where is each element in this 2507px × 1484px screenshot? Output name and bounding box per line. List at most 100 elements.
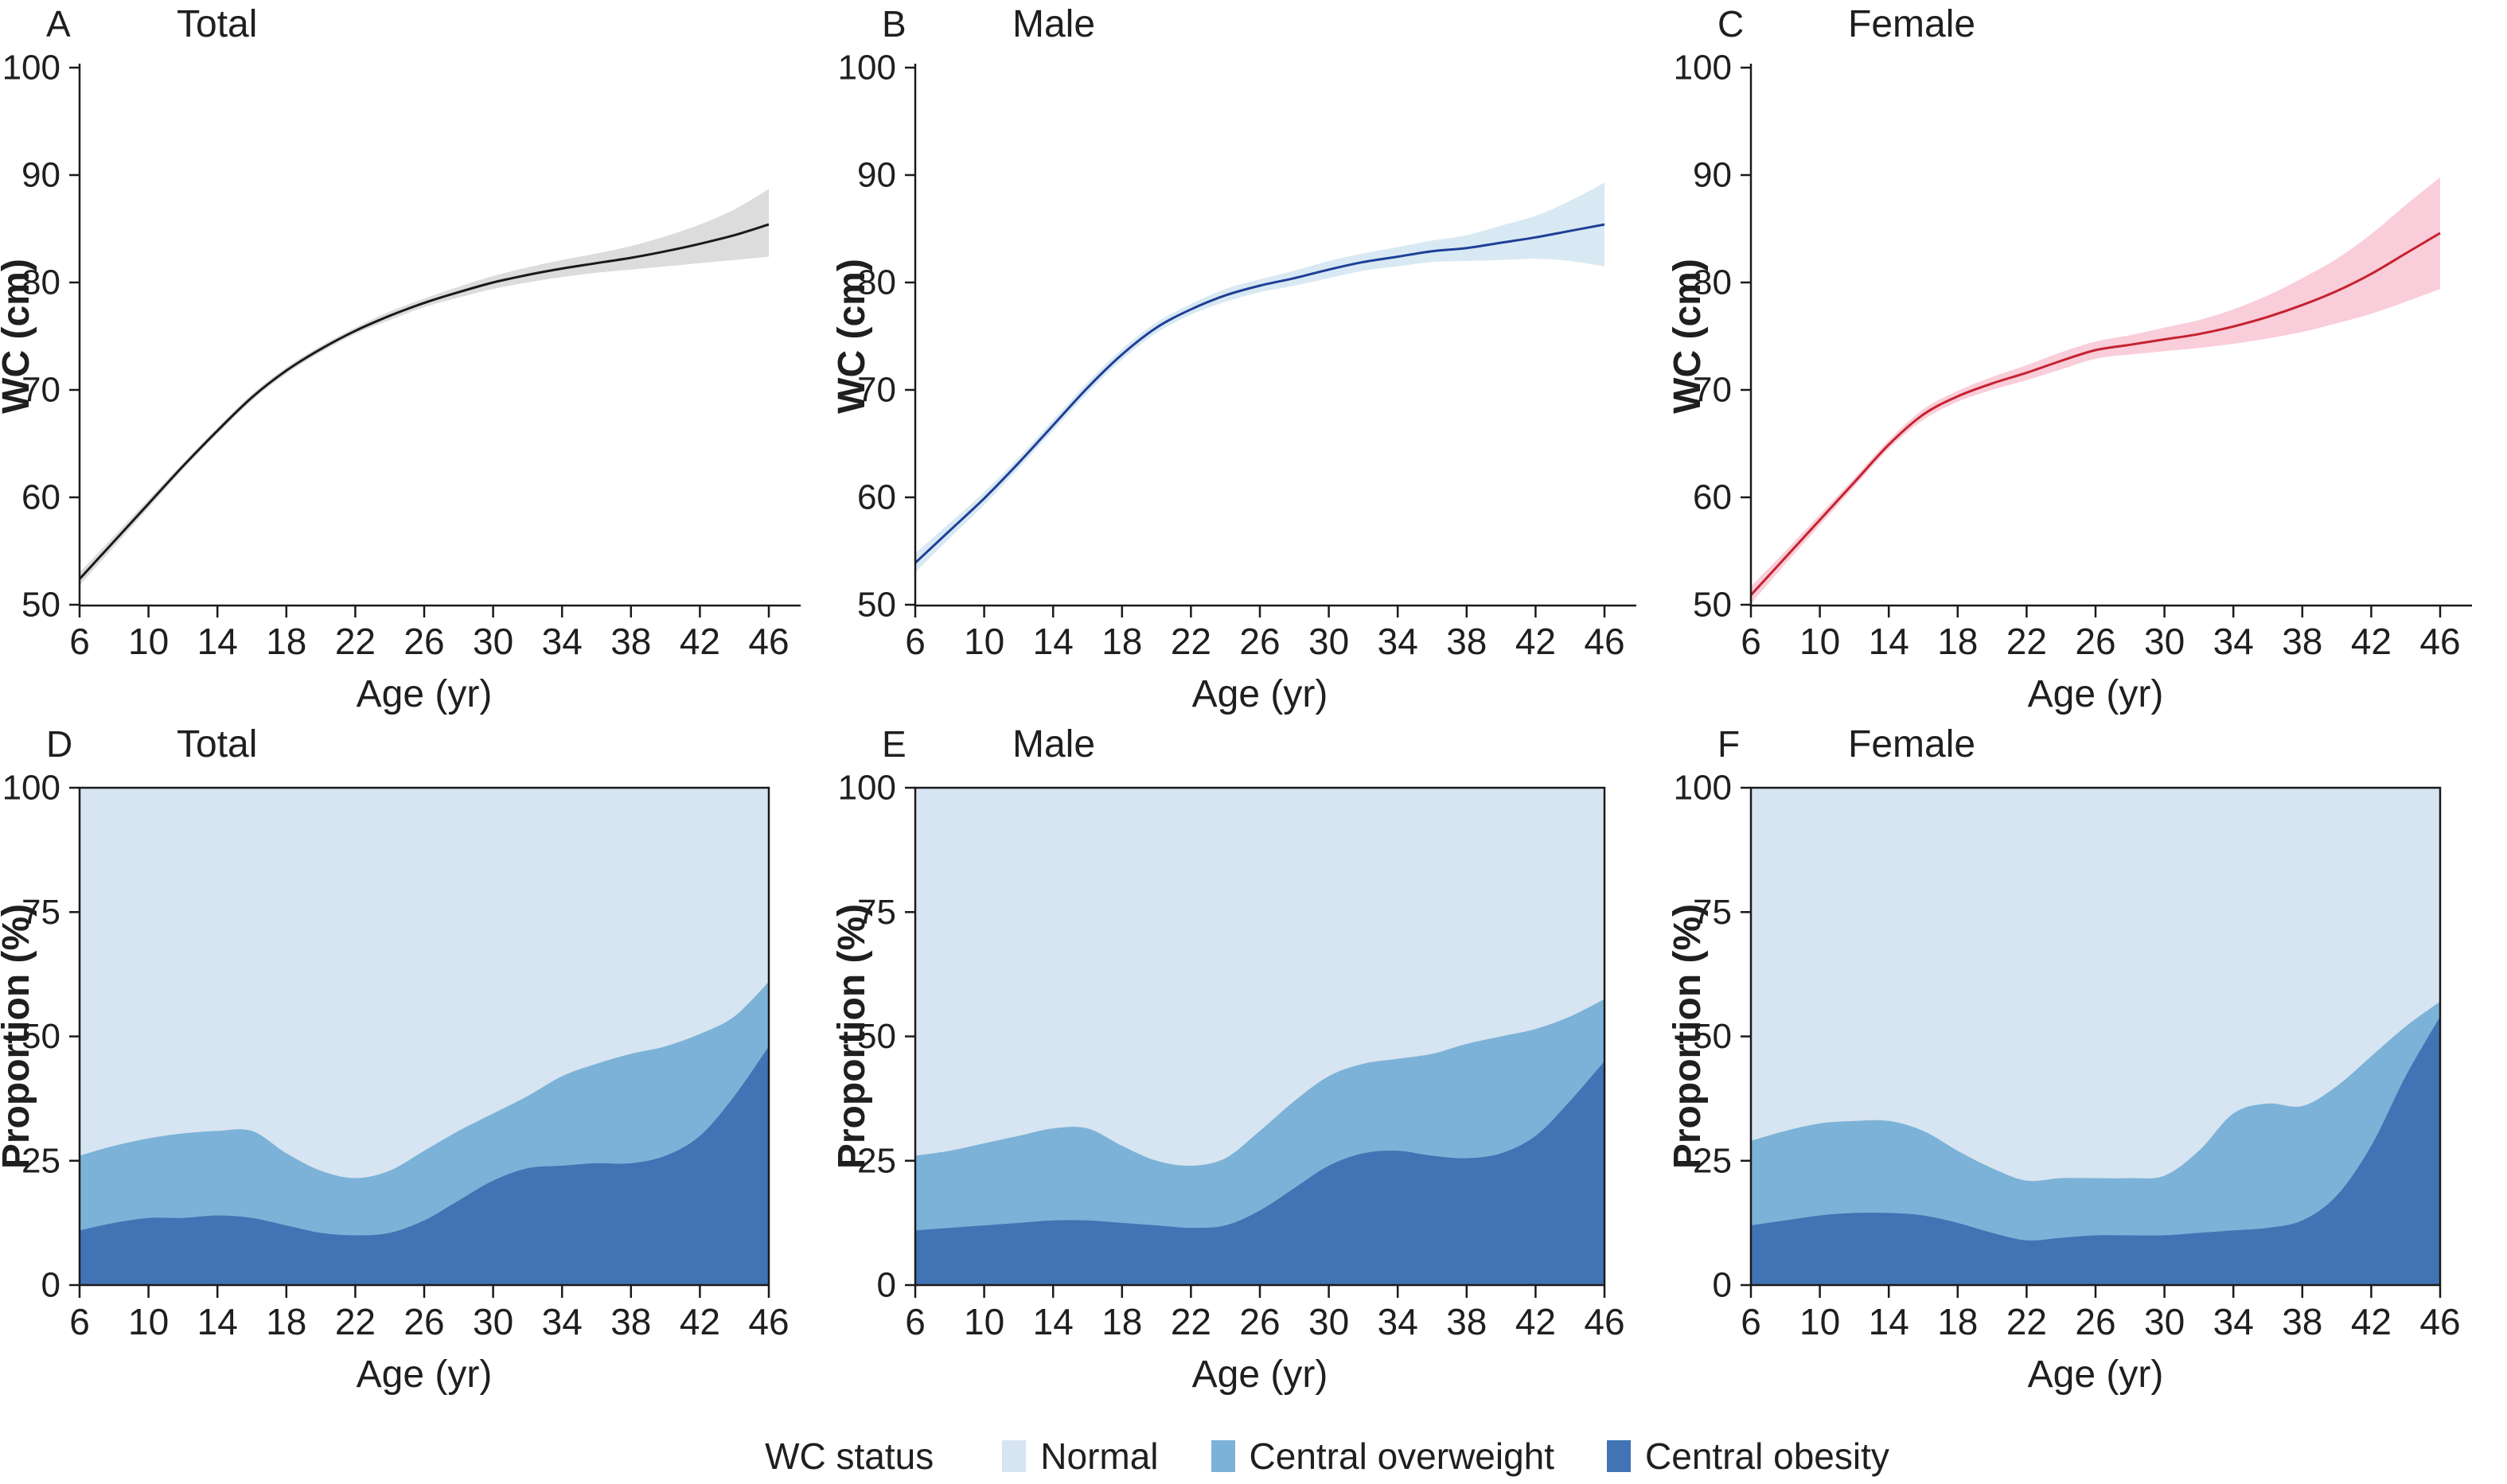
- area-central-obesity: [80, 1046, 769, 1285]
- x-axis-label: Age (yr): [1192, 1354, 1328, 1396]
- y-tick-label: 80: [1693, 263, 1732, 302]
- y-tick-label: 80: [857, 263, 896, 302]
- y-tick-label: 25: [857, 1141, 896, 1180]
- panel-title: Total: [177, 2, 258, 45]
- y-tick-label: 75: [857, 893, 896, 932]
- x-tick-label: 30: [2144, 1301, 2185, 1342]
- panel-title: Male: [1012, 2, 1096, 45]
- x-tick-label: 26: [404, 621, 444, 662]
- x-tick-label: 6: [69, 1301, 90, 1342]
- x-tick-label: 6: [905, 621, 926, 662]
- y-tick-label: 100: [838, 49, 896, 88]
- bottom-row: D Total 0 25 50 75 100 6 10 14 18 22 26 30 34 38 42 46 P…: [0, 720, 2507, 1428]
- y-tick-label: 80: [21, 263, 60, 302]
- x-tick-label: 34: [542, 1301, 583, 1342]
- mean-curve: [1749, 232, 2441, 596]
- y-axis-label: WC (cm): [836, 259, 873, 414]
- y-tick-label: 100: [838, 769, 896, 808]
- x-tick-label: 42: [1515, 621, 1556, 662]
- x-axis-label: Age (yr): [357, 673, 493, 715]
- x-tick-label: 30: [473, 1301, 513, 1342]
- x-tick-label: 22: [1171, 1301, 1211, 1342]
- x-axis-label: Age (yr): [1192, 673, 1328, 715]
- x-tick-label: 34: [1378, 1301, 1418, 1342]
- y-tick-label: 60: [21, 478, 60, 517]
- y-tick-label: 25: [21, 1141, 60, 1180]
- legend-label: Normal: [1040, 1435, 1159, 1477]
- x-tick-label: 10: [128, 1301, 169, 1342]
- wc-status-legend: WC status Normal Central overweight Cent…: [0, 1428, 2507, 1484]
- x-tick-label: 26: [1239, 621, 1280, 662]
- x-tick-label: 22: [335, 621, 376, 662]
- wc-line-chart-female: 50 60 70 80 90 100 6 10 14 18 22 26 30 34 38 42 46 WC (cm…: [1671, 49, 2472, 715]
- y-tick-label: 25: [1693, 1141, 1732, 1180]
- x-tick-label: 18: [266, 621, 306, 662]
- x-tick-label: 18: [1937, 621, 1978, 662]
- panel-letter: E: [882, 723, 906, 765]
- x-tick-label: 14: [1033, 1301, 1074, 1342]
- normal-swatch-icon: [1002, 1440, 1027, 1472]
- mean-curve: [914, 223, 1605, 564]
- x-tick-label: 38: [610, 621, 651, 662]
- x-tick-label: 34: [2213, 621, 2254, 662]
- x-tick-label: 46: [2419, 621, 2460, 662]
- x-tick-label: 46: [2419, 1301, 2460, 1342]
- central-overweight-swatch-icon: [1211, 1440, 1235, 1472]
- wc-line-chart-total: 50 60 70 80 90 100 6 10 14 18 22 26 30 34 38 42 46 WC (cm…: [0, 49, 801, 715]
- y-tick-label: 90: [21, 156, 60, 195]
- x-tick-label: 10: [964, 1301, 1004, 1342]
- proportion-stacked-chart-total: 0 25 50 75 100 6 10 14 18 22 26 30 34 38 42 46 Proportio…: [0, 769, 790, 1396]
- y-tick-label: 100: [2, 49, 60, 88]
- x-tick-label: 46: [748, 1301, 789, 1342]
- y-tick-label: 0: [1713, 1266, 1732, 1305]
- x-tick-label: 14: [1033, 621, 1074, 662]
- x-tick-label: 18: [1101, 1301, 1142, 1342]
- y-axis-label: Proportion (%): [0, 904, 37, 1169]
- y-tick-label: 50: [857, 586, 896, 625]
- panel-header: F Female: [1671, 720, 2507, 768]
- top-row: A Total 50 60 70 80 90 100 6 10 14 18 22 26 30 34 38 42…: [0, 0, 2507, 720]
- x-tick-label: 38: [2282, 621, 2322, 662]
- panel-letter: A: [46, 3, 71, 45]
- panel-header: A Total: [0, 0, 836, 48]
- panel-title: Male: [1012, 723, 1096, 765]
- confidence-band: [1751, 177, 2440, 604]
- x-tick-label: 26: [1239, 1301, 1280, 1342]
- area-central-obesity: [1751, 1016, 2440, 1285]
- y-tick-label: 70: [857, 371, 896, 410]
- x-tick-label: 10: [1799, 1301, 1840, 1342]
- x-tick-label: 10: [1799, 621, 1840, 662]
- x-tick-label: 34: [542, 621, 583, 662]
- x-tick-label: 26: [404, 1301, 444, 1342]
- x-tick-label: 22: [2006, 1301, 2047, 1342]
- x-tick-label: 34: [1378, 621, 1418, 662]
- y-axis-label: WC (cm): [0, 259, 37, 414]
- panel-title: Female: [1848, 723, 1976, 765]
- y-tick-label: 100: [1674, 49, 1732, 88]
- x-tick-label: 26: [2075, 621, 2115, 662]
- confidence-band: [915, 182, 1604, 573]
- y-tick-label: 0: [41, 1266, 60, 1305]
- x-tick-label: 14: [1869, 1301, 1909, 1342]
- x-tick-label: 38: [2282, 1301, 2322, 1342]
- panel-a-total-wc: A Total 50 60 70 80 90 100 6 10 14 18 22 26 30 34 38 42…: [0, 0, 836, 720]
- y-tick-label: 90: [1693, 156, 1732, 195]
- panel-header: C Female: [1671, 0, 2507, 48]
- proportion-stacked-chart-male: 0 25 50 75 100 6 10 14 18 22 26 30 34 38 42 46 Proportio…: [836, 769, 1625, 1396]
- y-tick-label: 60: [857, 478, 896, 517]
- y-tick-label: 60: [1693, 478, 1732, 517]
- x-tick-label: 22: [335, 1301, 376, 1342]
- x-tick-label: 30: [473, 621, 513, 662]
- panel-letter: F: [1717, 723, 1741, 765]
- x-tick-label: 14: [1869, 621, 1909, 662]
- x-tick-label: 46: [1584, 621, 1624, 662]
- y-tick-label: 50: [857, 1017, 896, 1056]
- legend-item-central-overweight: Central overweight: [1211, 1435, 1554, 1478]
- x-tick-label: 6: [905, 1301, 926, 1342]
- legend-label: Central obesity: [1645, 1435, 1889, 1477]
- x-tick-label: 22: [2006, 621, 2047, 662]
- x-tick-label: 38: [610, 1301, 651, 1342]
- x-tick-label: 18: [266, 1301, 306, 1342]
- panel-c-female-wc: C Female 50 60 70 80 90 100 6 10 14 18 22 26 30 34 38 4…: [1671, 0, 2507, 720]
